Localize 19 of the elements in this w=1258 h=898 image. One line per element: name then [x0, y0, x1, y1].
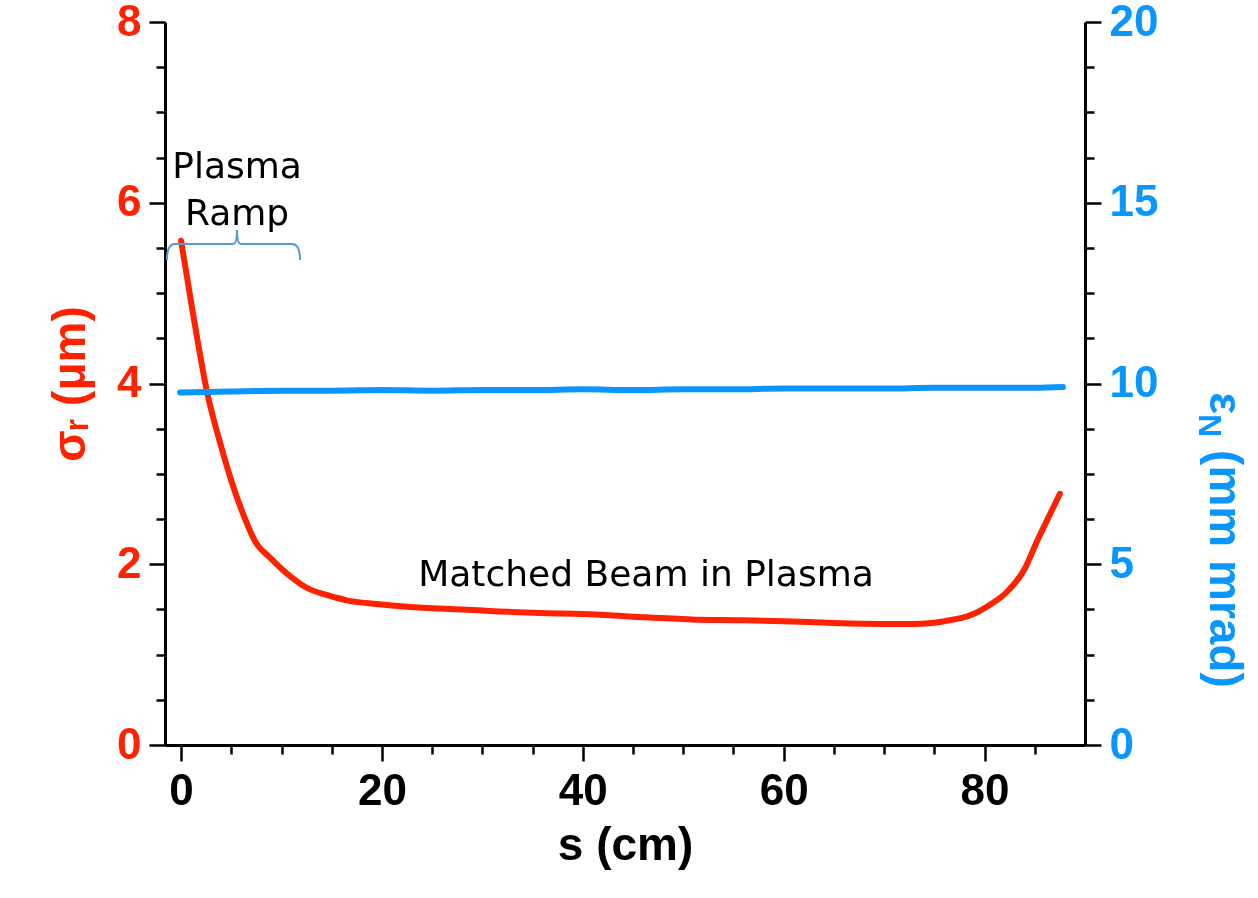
y2-tick-label: 15 [1109, 176, 1159, 226]
x-tick-label: 80 [960, 764, 1010, 814]
x-tick-label: 0 [169, 764, 194, 814]
y-axis-title: σᵣ (μm) [43, 306, 96, 462]
x-tick-label: 40 [558, 764, 608, 814]
y2-tick-label: 0 [1109, 718, 1134, 768]
x-axis-title: s (cm) [557, 817, 694, 870]
y-tick-label: 4 [117, 357, 143, 406]
annotation: Matched Beam in Plasma [418, 553, 874, 594]
y2-tick-label: 5 [1109, 537, 1134, 587]
y-tick-label: 0 [117, 718, 142, 768]
y2-tick-label: 20 [1109, 0, 1159, 45]
y2-tick-label: 10 [1109, 357, 1159, 406]
x-tick-label: 60 [759, 764, 809, 814]
x-tick-label: 20 [357, 764, 407, 814]
y-tick-label: 2 [117, 537, 142, 587]
y-tick-label: 6 [117, 176, 142, 226]
y-tick-label: 8 [117, 0, 142, 45]
annotation: Plasma Ramp [172, 145, 302, 233]
